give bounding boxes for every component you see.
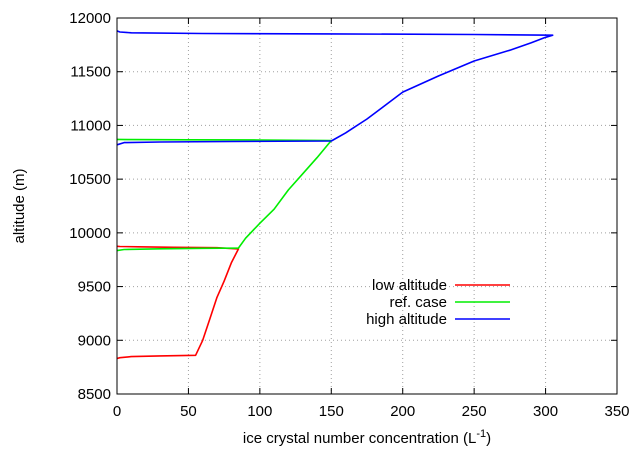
y-tick-label: 9000: [78, 332, 111, 349]
x-tick-label: 150: [319, 403, 344, 420]
y-tick-label: 11000: [70, 117, 111, 134]
y-tick-label: 12000: [69, 10, 111, 27]
series-line-2: [116, 30, 554, 146]
grid-lines: [117, 18, 617, 394]
x-tick-label: 100: [247, 403, 272, 420]
series-line-1: [116, 138, 333, 252]
y-tick-label: 10500: [69, 171, 111, 188]
x-tick-label: 250: [462, 403, 487, 420]
plot-frame: [116, 17, 618, 395]
x-tick-label: 300: [533, 403, 558, 420]
x-axis-label-end: ): [486, 430, 491, 447]
y-tick-label: 9500: [78, 279, 111, 296]
x-tick-label: 200: [390, 403, 415, 420]
series-lines: [116, 30, 554, 360]
legend-label-1: ref. case: [389, 294, 447, 311]
legend-label-0: low altitude: [372, 277, 447, 294]
tick-labels: 0 50 100 150 200 250 300 350 8500 9000 9500 10000 10…: [69, 10, 629, 420]
y-axis-label: altitude (m): [11, 168, 28, 243]
legend-label-2: high altitude: [366, 311, 447, 328]
x-tick-label: 0: [113, 403, 121, 420]
x-axis-label-superscript: -1: [476, 428, 486, 440]
y-tick-label: 10000: [69, 225, 111, 242]
series-line-0: [116, 245, 240, 360]
x-axis-label-main: ice crystal number concentration (L: [243, 430, 476, 447]
y-tick-label: 11500: [70, 64, 111, 81]
x-tick-label: 350: [604, 403, 629, 420]
x-tick-label: 50: [180, 403, 197, 420]
y-tick-label: 8500: [78, 386, 111, 403]
x-axis-label: ice crystal number concentration (L-1): [243, 428, 491, 447]
axis-ticks: [116, 17, 618, 395]
